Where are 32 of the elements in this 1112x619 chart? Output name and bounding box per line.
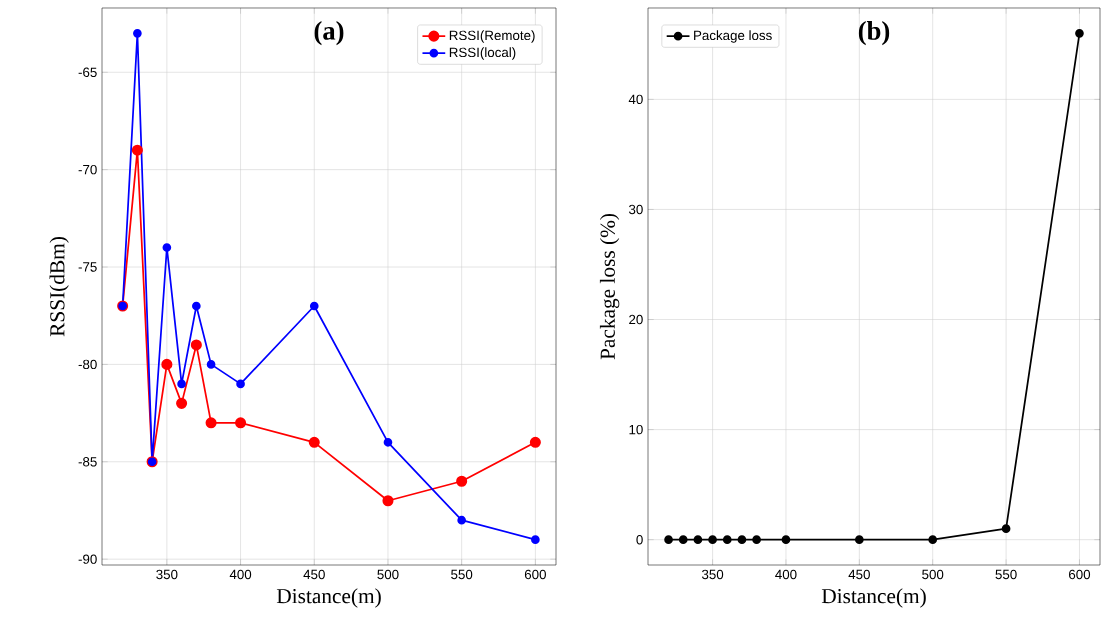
y-tick-label: -85	[78, 457, 97, 467]
y-tick-label: -80	[78, 359, 97, 370]
y-tick-label: 40	[628, 94, 643, 105]
x-axis-title: Distance(m)	[821, 588, 926, 608]
legend-label: RSSI(local)	[449, 47, 516, 60]
legend-label: RSSI(Remote)	[449, 30, 535, 43]
annotation: (b)	[858, 21, 890, 46]
x-tick-label: 500	[922, 569, 944, 580]
annotation: (a)	[314, 21, 344, 46]
y-tick-label: 20	[629, 314, 643, 325]
x-axis-title: Distance(m)	[276, 588, 381, 608]
y-tick-label: 10	[629, 424, 643, 435]
y-tick-label: -70	[78, 164, 97, 175]
y-tick-label: 0	[636, 534, 643, 545]
y-axis-title: RSSI(dBm)	[49, 237, 69, 337]
x-tick-label: 600	[524, 569, 546, 580]
x-tick-label: 450	[848, 569, 870, 580]
x-tick-label: 550	[451, 569, 473, 580]
y-tick-label: -75	[78, 262, 97, 272]
x-tick-label: 600	[1069, 569, 1091, 580]
x-tick-label: 450	[303, 569, 325, 580]
x-tick-label: 350	[156, 569, 178, 580]
legend-label: Package loss	[694, 30, 772, 43]
x-tick-label: 500	[377, 569, 399, 580]
y-axis-title: Package loss (%)	[599, 213, 620, 360]
x-tick-label: 400	[229, 569, 252, 580]
y-tick-label: 30	[628, 204, 643, 215]
y-tick-label: -90	[78, 554, 97, 564]
x-tick-label: 400	[775, 569, 797, 580]
y-tick-label: -65	[78, 67, 97, 77]
x-tick-label: 350	[701, 569, 724, 580]
x-tick-label: 550	[995, 569, 1017, 580]
